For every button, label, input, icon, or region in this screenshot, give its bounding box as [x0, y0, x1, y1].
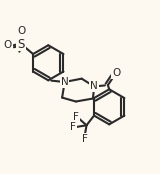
Text: F: F	[70, 122, 76, 132]
Text: F: F	[73, 112, 79, 122]
Text: O: O	[4, 40, 12, 50]
Text: N: N	[61, 77, 68, 87]
Text: O: O	[18, 26, 26, 36]
Text: N: N	[90, 81, 98, 92]
Text: O: O	[112, 68, 120, 78]
Text: S: S	[17, 38, 25, 50]
Text: F: F	[82, 134, 88, 144]
